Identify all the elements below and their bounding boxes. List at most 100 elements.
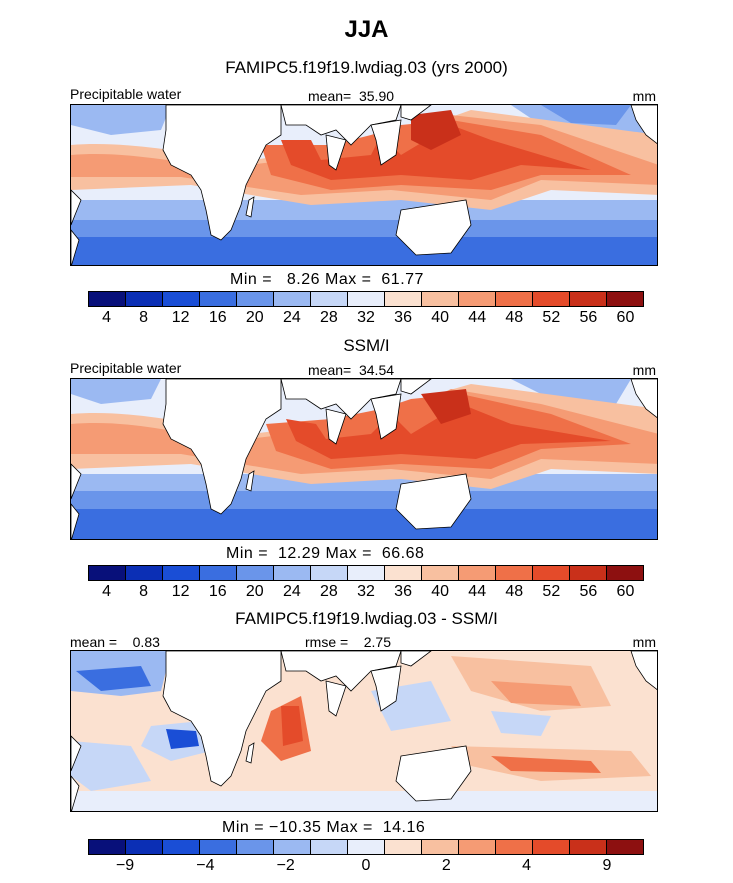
colorbar-tick-label: 52	[542, 583, 561, 600]
panel-1-units-label: mm	[632, 88, 656, 104]
colorbar-swatch	[570, 292, 607, 306]
colorbar-swatch	[348, 566, 385, 580]
colorbar-swatch	[237, 292, 274, 306]
panel-1-variable-label: Precipitable water	[70, 86, 182, 102]
panel-3-mean-label: mean = 0.83	[70, 634, 160, 650]
colorbar-swatch	[237, 840, 274, 854]
colorbar-swatch	[459, 840, 496, 854]
colorbar-swatch	[237, 566, 274, 580]
colorbar-swatch	[274, 566, 311, 580]
colorbar-tick-label: 60	[616, 583, 635, 600]
panel-2-colorbar	[88, 565, 644, 581]
colorbar-swatch	[422, 566, 459, 580]
colorbar-swatch	[607, 566, 643, 580]
colorbar-tick-label: 20	[245, 309, 264, 326]
panel-2-mean-label: mean= 34.54	[308, 362, 395, 378]
colorbar-swatch	[533, 566, 570, 580]
panel-3-colorbar-ticks: −9 −4 −2 0 2 4 9	[88, 857, 644, 877]
panel-3-units-label: mm	[632, 634, 656, 650]
colorbar-swatch	[422, 292, 459, 306]
colorbar-tick-label: 24	[282, 583, 301, 600]
colorbar-swatch	[311, 566, 348, 580]
colorbar-swatch	[200, 292, 237, 306]
colorbar-swatch	[89, 566, 126, 580]
panel-2-variable-label: Precipitable water	[70, 360, 182, 376]
panel-1-colorbar	[88, 291, 644, 307]
colorbar-tick-label: 12	[171, 309, 190, 326]
colorbar-swatch	[274, 840, 311, 854]
colorbar-swatch	[126, 566, 163, 580]
panel-1-map-field	[71, 105, 657, 265]
colorbar-swatch	[200, 566, 237, 580]
colorbar-tick-label: 48	[505, 583, 524, 600]
colorbar-tick-label: 48	[505, 309, 524, 326]
colorbar-tick-label: 16	[208, 583, 227, 600]
panel-1-minmax: Min = 8.26 Max = 61.77	[230, 271, 424, 288]
colorbar-tick-label: 4	[522, 857, 532, 874]
colorbar-swatch	[200, 840, 237, 854]
colorbar-swatch	[311, 292, 348, 306]
colorbar-swatch	[311, 840, 348, 854]
colorbar-tick-label: −9	[115, 857, 135, 874]
colorbar-tick-label: 0	[361, 857, 371, 874]
colorbar-swatch	[274, 292, 311, 306]
colorbar-swatch	[496, 566, 533, 580]
colorbar-swatch	[496, 840, 533, 854]
colorbar-swatch	[459, 566, 496, 580]
panel-2-map-field	[71, 379, 657, 539]
colorbar-swatch	[422, 840, 459, 854]
colorbar-tick-label: 8	[139, 309, 149, 326]
panel-1-mean-label: mean= 35.90	[308, 88, 395, 104]
colorbar-swatch	[163, 292, 200, 306]
colorbar-swatch	[533, 840, 570, 854]
panel-1-map	[70, 104, 658, 266]
colorbar-swatch	[385, 566, 422, 580]
panel-3-minmax: Min = −10.35 Max = 14.16	[222, 819, 426, 836]
panel-1-subtitle: FAMIPC5.f19f19.lwdiag.03 (yrs 2000)	[225, 58, 508, 77]
colorbar-tick-label: 32	[357, 309, 375, 326]
colorbar-tick-label: 16	[208, 309, 227, 326]
colorbar-swatch	[570, 566, 607, 580]
colorbar-tick-label: −2	[276, 857, 295, 874]
colorbar-swatch	[385, 840, 422, 854]
colorbar-tick-label: 32	[357, 583, 375, 600]
colorbar-tick-label: 8	[139, 583, 149, 600]
colorbar-tick-label: 4	[102, 309, 111, 326]
colorbar-tick-label: 12	[171, 583, 190, 600]
colorbar-swatch	[607, 292, 643, 306]
colorbar-tick-label: 40	[431, 309, 450, 326]
colorbar-tick-label: 36	[394, 583, 412, 600]
colorbar-tick-label: 2	[441, 857, 451, 874]
colorbar-swatch	[348, 292, 385, 306]
panel-2-units-label: mm	[632, 362, 656, 378]
colorbar-tick-label: 9	[602, 857, 612, 874]
colorbar-swatch	[459, 292, 496, 306]
colorbar-tick-label: 44	[468, 583, 487, 600]
colorbar-swatch	[570, 840, 607, 854]
colorbar-swatch	[533, 292, 570, 306]
colorbar-swatch	[89, 292, 126, 306]
colorbar-tick-label: 52	[542, 309, 561, 326]
colorbar-swatch	[348, 840, 385, 854]
colorbar-swatch	[385, 292, 422, 306]
colorbar-tick-label: 60	[616, 309, 635, 326]
colorbar-tick-label: 4	[102, 583, 111, 600]
colorbar-swatch	[163, 840, 200, 854]
colorbar-swatch	[163, 566, 200, 580]
colorbar-tick-label: 24	[282, 309, 301, 326]
colorbar-tick-label: 56	[579, 583, 598, 600]
panel-3-map-field	[71, 651, 657, 811]
panel-1-colorbar-ticks: 4 8 12 16 20 24 28 32 36 40 44 48 52 56 60	[88, 309, 644, 329]
colorbar-tick-label: 36	[394, 309, 412, 326]
panel-2-colorbar-ticks: 4 8 12 16 20 24 28 32 36 40 44 48 52 56 60	[88, 583, 644, 603]
colorbar-swatch	[126, 292, 163, 306]
colorbar-swatch	[496, 292, 533, 306]
colorbar-tick-label: 44	[468, 309, 487, 326]
panel-3-map	[70, 650, 658, 812]
colorbar-swatch	[89, 840, 126, 854]
colorbar-tick-label: 40	[431, 583, 450, 600]
colorbar-tick-label: 56	[579, 309, 598, 326]
page-title: JJA	[344, 16, 389, 43]
panel-3-colorbar	[88, 839, 644, 855]
panel-3-rmse-label: rmse = 2.75	[305, 634, 391, 650]
